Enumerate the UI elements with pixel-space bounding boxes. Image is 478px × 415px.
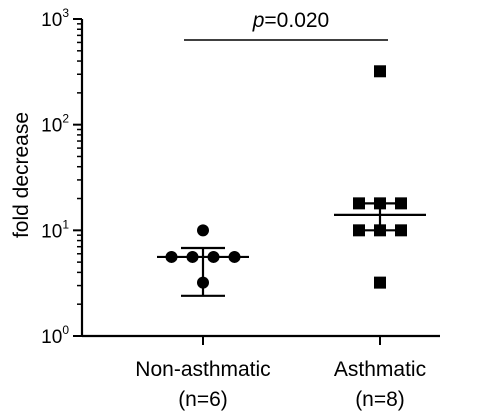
- data-point: [374, 224, 386, 237]
- y-tick-base: 10: [41, 327, 62, 348]
- data-point: [374, 276, 386, 289]
- y-tick-label: 100: [41, 323, 69, 348]
- y-tick-exponent: 1: [62, 217, 69, 231]
- category-label: Asthmatic: [334, 358, 426, 381]
- data-point: [186, 250, 199, 263]
- y-tick-label: 103: [41, 6, 69, 31]
- y-axis-label: fold decrease: [10, 112, 33, 238]
- y-tick-exponent: 2: [62, 112, 69, 126]
- category-count: (n=6): [178, 388, 228, 411]
- y-tick-exponent: 3: [62, 6, 69, 20]
- p-symbol: p: [252, 9, 265, 32]
- y-tick-base: 10: [41, 116, 62, 137]
- data-point: [395, 224, 407, 237]
- data-groups: [157, 65, 426, 297]
- p-value: =0.020: [264, 9, 329, 32]
- data-point: [228, 250, 241, 263]
- y-tick-base: 10: [41, 221, 62, 242]
- y-tick-exponent: 0: [62, 323, 69, 337]
- data-point: [353, 224, 365, 237]
- y-tick-label: 101: [41, 217, 69, 242]
- x-axis: Non-asthmatic (n=6) Asthmatic (n=8): [82, 334, 440, 411]
- data-point: [197, 224, 209, 237]
- group-non-asthmatic: [157, 224, 249, 297]
- data-point: [374, 65, 386, 78]
- data-point: [374, 197, 386, 210]
- data-point: [395, 197, 407, 210]
- data-point: [197, 276, 209, 289]
- significance-annotation: p=0.020: [184, 9, 388, 41]
- y-tick-base: 10: [41, 10, 62, 31]
- data-point: [207, 250, 220, 263]
- data-point: [165, 250, 178, 263]
- category-count: (n=8): [355, 388, 405, 411]
- category-label: Non-asthmatic: [135, 358, 270, 381]
- y-tick-label: 102: [41, 112, 69, 137]
- group-asthmatic: [334, 65, 426, 289]
- p-value-label: p=0.020: [252, 9, 330, 32]
- data-point: [353, 197, 365, 210]
